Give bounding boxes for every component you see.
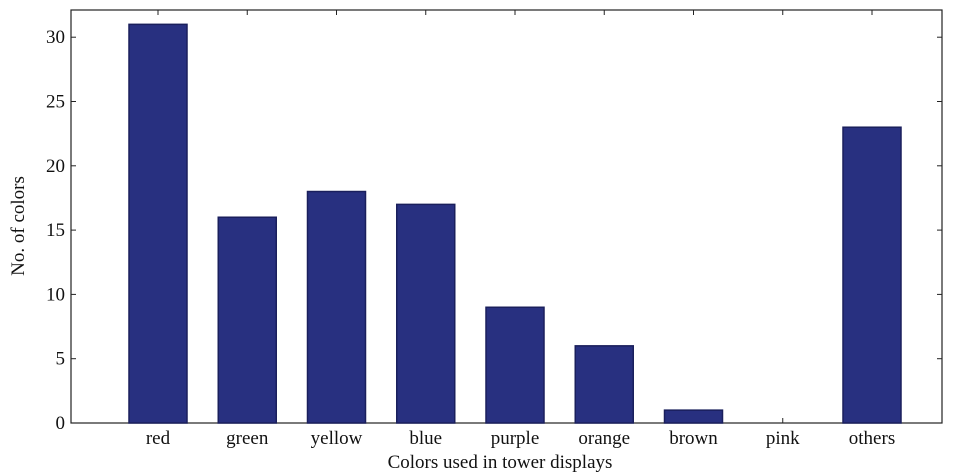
bar-orange	[574, 345, 634, 424]
x-tick-labels: red green yellow blue purple orange brown pink o…	[146, 428, 895, 449]
x-tick-label-brown: brown	[669, 428, 718, 449]
x-tick-label-orange: orange	[578, 428, 630, 449]
y-tick-label: 30	[46, 27, 65, 48]
x-axis-title: Colors used in tower displays	[388, 452, 613, 473]
y-tick-label: 0	[56, 413, 66, 434]
x-tick-label-purple: purple	[491, 428, 540, 449]
y-tick-label: 10	[46, 284, 65, 305]
bar-others	[842, 126, 902, 424]
bar-red	[128, 23, 188, 424]
bar-yellow	[306, 190, 367, 424]
y-tick-label: 20	[46, 156, 65, 177]
x-tick-label-others: others	[849, 428, 895, 449]
x-tick-label-yellow: yellow	[311, 428, 363, 449]
bar-brown	[663, 409, 724, 424]
bar-blue	[396, 203, 456, 424]
y-tick-label: 5	[56, 349, 66, 370]
bar-purple	[485, 306, 545, 424]
bars	[128, 23, 902, 424]
y-axis-title: No. of colors	[8, 176, 29, 276]
bar-green	[217, 216, 277, 424]
y-tick-label: 25	[46, 92, 65, 113]
x-tick-label-green: green	[226, 428, 269, 449]
x-tick-label-red: red	[146, 428, 171, 449]
y-tick-label: 15	[46, 220, 65, 241]
x-tick-label-pink: pink	[766, 428, 800, 449]
y-axis-ticks: 0 5 10 15 20 25 30	[46, 27, 942, 434]
x-tick-label-blue: blue	[409, 428, 442, 449]
